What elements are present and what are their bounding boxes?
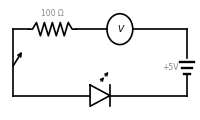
Text: +5V: +5V xyxy=(162,63,179,72)
Text: 100 Ω: 100 Ω xyxy=(41,9,64,18)
Text: V: V xyxy=(117,25,123,34)
